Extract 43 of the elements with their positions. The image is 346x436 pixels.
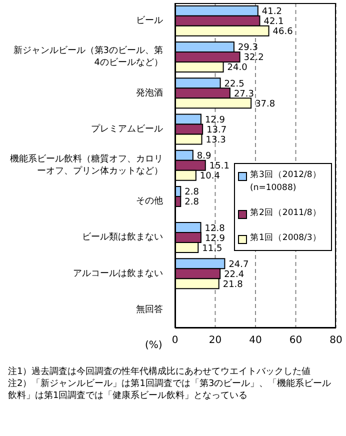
y-tick-label: その他 — [136, 196, 163, 207]
data-label: 2.8 — [184, 188, 200, 198]
y-tick-label: 発泡酒 — [136, 87, 163, 98]
x-tick-label: 0 — [172, 335, 178, 346]
data-label: 11.5 — [202, 244, 222, 254]
data-label: 13.7 — [206, 125, 227, 136]
data-label: 27.3 — [234, 89, 254, 100]
y-tick-label: 機能系ビール飲料（糖質オフ、カロリーオフ、プリン体カットなど） — [10, 154, 163, 176]
x-tick-label: 20 — [208, 335, 222, 346]
data-label: 12.9 — [204, 115, 226, 126]
legend-label: 第1回（2008/3） — [250, 232, 322, 245]
data-label: 37.8 — [255, 99, 276, 110]
data-label: 10.4 — [200, 172, 220, 182]
data-label: 21.8 — [222, 280, 244, 290]
y-tick-label: プレミアムビール — [91, 123, 163, 134]
data-label: 29.3 — [238, 43, 258, 54]
data-label: 12.8 — [204, 224, 226, 234]
x-tick-label: 80 — [330, 335, 342, 346]
data-label: 42.1 — [264, 17, 284, 28]
y-tick-label: 新ジャンルビール（第3のビール、第4のビールなど） — [13, 45, 163, 68]
data-label: 22.5 — [224, 79, 244, 90]
data-label: 24.7 — [228, 260, 249, 270]
x-tick-label: 60 — [289, 335, 302, 346]
data-label: 13.3 — [206, 135, 226, 146]
y-tick-label: ビール類は飲まない — [82, 232, 163, 243]
data-label: 12.9 — [204, 234, 226, 244]
text: 注2）「新ジャンルビール」は第1回調査では「第3のビール」、「機能系ビール飲料」は第1回調査では「健康系ビール飲料」となっている — [8, 378, 332, 402]
data-label: 46.6 — [272, 27, 294, 38]
data-label: 22.4 — [224, 270, 244, 280]
data-label: 24.0 — [227, 63, 248, 74]
x-axis-title: (%) — [145, 340, 162, 351]
data-label: 32.2 — [244, 53, 264, 64]
data-label: 2.8 — [184, 198, 200, 208]
y-tick-label: アルコールは飲まない — [73, 268, 163, 279]
x-tick-label: 40 — [249, 335, 262, 346]
text: 注1）過去調査は今回調査の性年代構成比にあわせてウエイトバックした値 — [8, 366, 312, 378]
data-label: 41.2 — [262, 7, 282, 18]
data-label: 15.1 — [209, 162, 230, 172]
legend-label: 第2回（2011/8） — [250, 207, 322, 220]
y-tick-label: 無回答 — [136, 304, 163, 315]
data-label: 8.9 — [196, 152, 212, 162]
legend-label: 第3回（2012/8） (n=10088) — [250, 169, 322, 195]
y-tick-label: ビール — [136, 15, 163, 26]
